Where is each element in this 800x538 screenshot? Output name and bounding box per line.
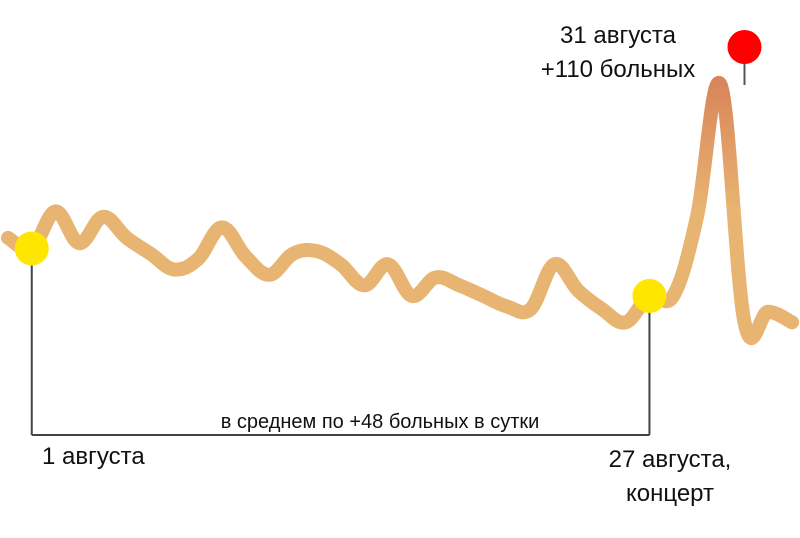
end-date-label: 27 августа,	[608, 446, 732, 473]
start-date-label: 1 августа	[42, 443, 145, 470]
end-marker	[632, 278, 667, 313]
end-note-label: концерт	[625, 480, 714, 507]
peak-date-label: 31 августа	[559, 22, 676, 49]
peak-marker	[727, 30, 762, 64]
series-line	[1, 75, 799, 346]
average-label: в среднем по +48 больных в сутки	[220, 411, 540, 433]
peak-value-label: +110 больных	[540, 56, 696, 83]
start-marker	[14, 231, 49, 266]
highlight-markers	[14, 30, 762, 313]
average-bracket	[30, 248, 651, 436]
